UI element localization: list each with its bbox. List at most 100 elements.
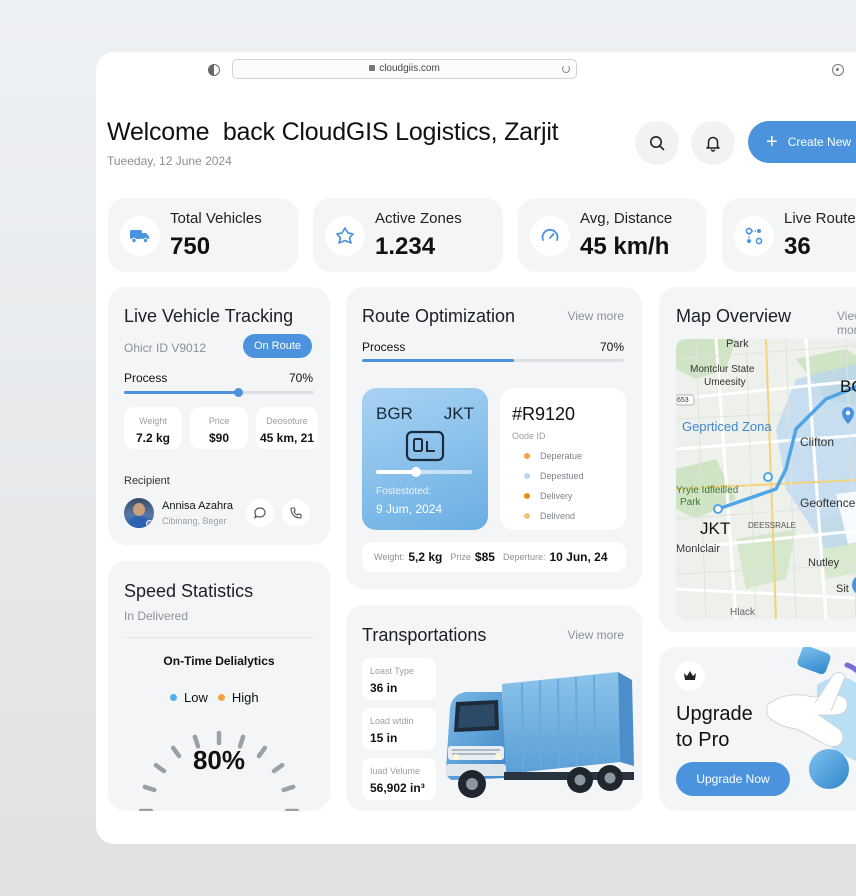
legend-delivered: Delivend xyxy=(524,511,575,521)
process-knob[interactable] xyxy=(234,388,243,397)
stat-label: Avg, Distance xyxy=(580,210,673,227)
upgrade-line2: to Pro xyxy=(676,729,730,751)
live-tracking-title: Live Vehicle Tracking xyxy=(124,306,294,326)
stat-live-routes[interactable]: Live Routes 36 xyxy=(722,198,856,272)
transport-load-volume: Iuad Velume 56,902 in³ xyxy=(362,758,436,800)
gauge-ticks xyxy=(138,730,300,811)
crown-icon xyxy=(684,671,696,680)
browser-window: cloudgiis.com Welcome back CloudGIS Logi… xyxy=(96,52,856,844)
page-title: Welcome back CloudGIS Logistics, Zarjit xyxy=(107,118,559,146)
metric-key: Weight xyxy=(139,416,167,426)
transport-view-more[interactable]: View more xyxy=(567,628,624,642)
map-jkt-label: JKT xyxy=(700,519,731,538)
search-icon xyxy=(650,136,665,151)
phone-icon xyxy=(290,507,302,519)
reload-icon[interactable] xyxy=(562,65,570,73)
call-button[interactable] xyxy=(282,499,310,527)
route-title: Route Optimization xyxy=(362,306,516,326)
vehicle-id-icon xyxy=(405,430,445,462)
transport-key: Load wtdin xyxy=(370,716,414,726)
avatar[interactable] xyxy=(124,498,154,528)
summary-value: 5,2 kg xyxy=(408,550,443,564)
route-to: JKT xyxy=(443,404,474,423)
stat-value: 45 km/h xyxy=(580,233,670,260)
ticket-label: Fostestoted: xyxy=(376,486,432,497)
recipient-name: Annisa Azahra xyxy=(162,500,233,512)
map-label: Yryie Idfleilled xyxy=(676,485,739,496)
map-view-more[interactable]: View more xyxy=(837,309,856,337)
map-label: Hlack xyxy=(730,607,756,618)
gauge-title: On-Time Delialytics xyxy=(163,654,275,668)
metric-key: Deosoture xyxy=(266,416,308,426)
map-zone-label: Geprticed Zona xyxy=(682,419,772,434)
route-ticket-card[interactable]: BGR JKT Fostestoted: 9 Jum, 2024 xyxy=(362,388,488,530)
transport-load-type: Loast Type 36 in xyxy=(362,658,436,700)
transport-value: 15 in xyxy=(370,731,398,745)
map-label: Monlclair xyxy=(676,543,721,555)
map-label: Park xyxy=(680,497,701,508)
create-new-button[interactable]: + Create New xyxy=(748,121,856,163)
transport-value: 56,902 in³ xyxy=(370,781,425,795)
map-label: Clifton xyxy=(800,435,835,449)
gauge-tick xyxy=(142,784,157,793)
map-label: Umeesity xyxy=(704,377,746,388)
route-summary: Weight: 5,2 kg Prize $85 Deperture: 10 Jun,… xyxy=(362,542,626,572)
process-track[interactable] xyxy=(124,388,314,397)
search-button[interactable] xyxy=(635,121,679,165)
speed-statistics-card: Speed Statistics In Delivered On-Time De… xyxy=(108,561,330,811)
map-road-label: 653 xyxy=(677,397,689,404)
truck-icon xyxy=(120,216,160,256)
legend-label: Delivery xyxy=(540,491,573,501)
stat-total-vehicles[interactable]: Total Vehicles 750 xyxy=(108,198,298,272)
route-process-track[interactable] xyxy=(362,359,624,362)
recipient-sub: Cibinang, Beger xyxy=(162,516,227,526)
ticket-track xyxy=(376,467,472,477)
on-route-badge[interactable]: On Route xyxy=(243,334,312,358)
gauge-tick xyxy=(271,762,285,774)
route-icon xyxy=(734,216,774,256)
gauge-value: 80% xyxy=(192,745,246,775)
address-bar[interactable]: cloudgiis.com xyxy=(232,59,577,79)
map-label: Geoftence xyxy=(800,496,856,510)
stat-label: Active Zones xyxy=(375,210,462,227)
ticket-date: 9 Jum, 2024 xyxy=(376,502,443,516)
ticket-knob[interactable] xyxy=(411,467,422,477)
download-icon[interactable] xyxy=(832,64,844,76)
truck-illustration xyxy=(446,672,634,798)
map-label: Sit xyxy=(836,583,849,595)
map-canvas xyxy=(676,339,856,619)
legend-label: Deperatue xyxy=(540,451,583,461)
metric-key: Price xyxy=(208,416,230,426)
legend-departure: Deperatue xyxy=(524,451,582,461)
theme-toggle-icon[interactable] xyxy=(208,64,220,76)
map-view[interactable]: Park Montclur State Umeesity 653 Geprtic… xyxy=(676,339,856,619)
legend-dot xyxy=(524,453,530,459)
map-label: Montclur State xyxy=(690,364,755,375)
transport-value: 36 in xyxy=(370,681,398,695)
summary-key: Weight: xyxy=(374,552,405,562)
stat-label: Total Vehicles xyxy=(170,210,262,227)
stat-active-zones[interactable]: Active Zones 1.234 xyxy=(313,198,503,272)
metric-departure: Deosoture 45 km, 21 xyxy=(256,407,318,449)
route-info-card: #R9120 Oode ID Deperatue Depestued Deliv… xyxy=(500,388,626,530)
stat-avg-distance[interactable]: Avg, Distance 45 km/h xyxy=(518,198,706,272)
gauge-tick xyxy=(153,762,167,774)
upgrade-now-button[interactable]: Upgrade Now xyxy=(676,762,790,796)
summary-value: 10 Jun, 24 xyxy=(549,550,608,564)
notification-button[interactable] xyxy=(691,121,735,165)
message-button[interactable] xyxy=(246,499,274,527)
transport-title: Transportations xyxy=(362,625,487,645)
stat-value: 36 xyxy=(784,233,811,260)
route-from: BGR xyxy=(376,404,413,423)
divider xyxy=(124,637,314,638)
legend-label: Delivend xyxy=(540,511,576,521)
gauge-tick xyxy=(256,745,268,759)
lock-icon xyxy=(369,65,376,71)
route-view-more[interactable]: View more xyxy=(567,309,624,323)
transport-load-width: Load wtdin 15 in xyxy=(362,708,436,750)
gauge-tick xyxy=(192,734,201,749)
transport-key: Loast Type xyxy=(370,666,414,676)
map-label: Nutley xyxy=(808,557,840,569)
route-process-label: Process xyxy=(362,340,406,354)
speed-title: Speed Statistics xyxy=(124,581,254,601)
